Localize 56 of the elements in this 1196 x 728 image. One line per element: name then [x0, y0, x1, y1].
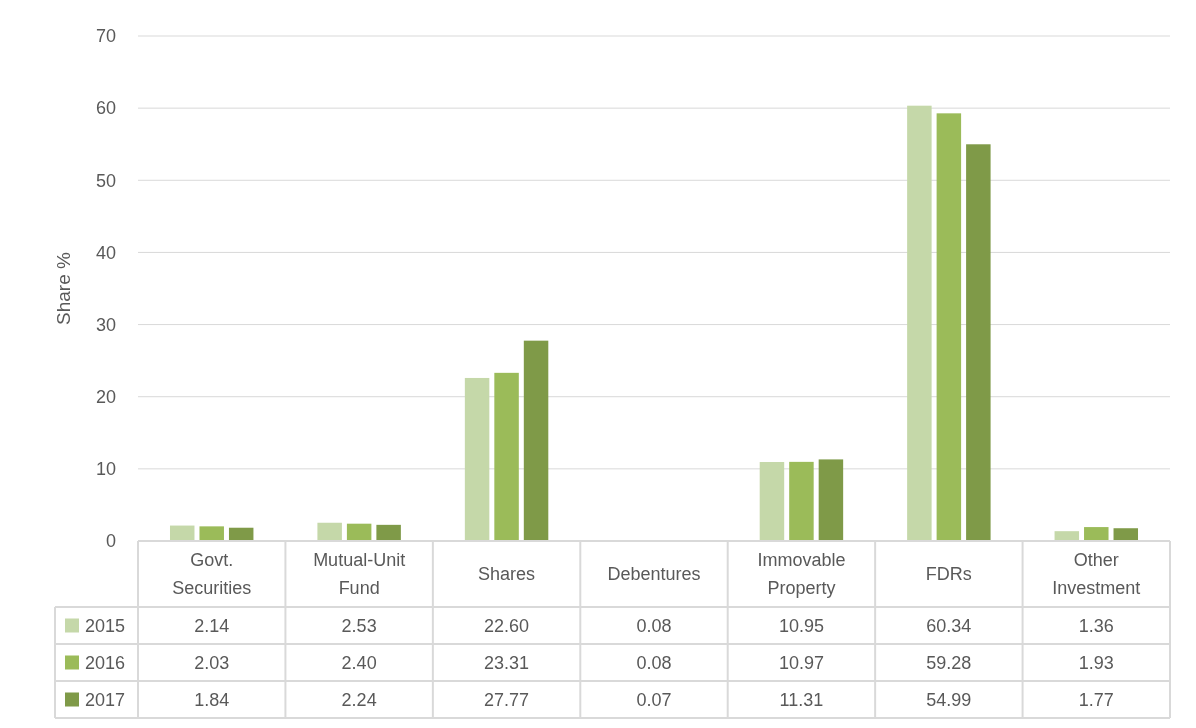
bar	[936, 113, 962, 541]
bar	[494, 372, 519, 541]
bar	[464, 377, 490, 541]
bar	[1054, 531, 1080, 541]
data-label: 0.08	[636, 652, 672, 673]
x-tick-label: FDRs	[925, 564, 972, 585]
x-tick-label: Other Investment	[1052, 550, 1141, 599]
legend-label: 2015	[85, 615, 126, 636]
y-tick-label: 70	[95, 26, 116, 47]
data-label: 1.93	[1078, 652, 1114, 673]
bar	[317, 522, 342, 541]
data-label: 1.84	[194, 689, 230, 710]
legend-label: 2016	[85, 652, 126, 673]
bar	[346, 523, 372, 541]
data-label: 2.53	[341, 615, 377, 636]
data-label: 0.08	[636, 615, 672, 636]
y-tick-label: 30	[95, 314, 116, 335]
data-label: 0.07	[636, 689, 672, 710]
data-label: 2.03	[194, 652, 230, 673]
data-label: 23.31	[484, 652, 530, 673]
y-tick-label: 60	[95, 98, 116, 119]
data-label: 22.60	[484, 615, 530, 636]
data-label: 11.31	[779, 689, 824, 710]
bar	[523, 340, 549, 541]
bar	[789, 461, 814, 541]
bar	[966, 144, 991, 541]
data-label: 59.28	[926, 652, 972, 673]
x-tick-label: Govt. Securities	[172, 550, 252, 599]
x-tick-label: Immovable Property	[757, 550, 846, 599]
data-label: 60.34	[926, 615, 972, 636]
x-tick-label: Debentures	[607, 564, 701, 585]
data-label: 27.77	[484, 689, 530, 710]
data-label: 10.95	[778, 615, 824, 636]
data-label: 54.99	[926, 689, 972, 710]
bar	[907, 105, 932, 541]
data-label: 2.40	[341, 652, 377, 673]
y-axis-title: Share %	[53, 251, 74, 325]
x-tick-label: Shares	[478, 564, 536, 585]
y-tick-label: 20	[95, 387, 116, 408]
x-tick-label: Mutual-Unit Fund	[313, 550, 406, 599]
y-tick-label: 10	[95, 459, 116, 480]
bar	[376, 524, 401, 541]
legend-label: 2017	[85, 689, 126, 710]
data-label: 2.14	[194, 615, 230, 636]
bar	[1113, 528, 1139, 541]
bar	[818, 459, 844, 541]
bar	[199, 526, 224, 541]
data-label: 1.36	[1078, 615, 1114, 636]
y-tick-label: 40	[95, 242, 116, 263]
data-label: 10.97	[778, 652, 824, 673]
data-label: 1.77	[1078, 689, 1114, 710]
data-label: 2.24	[341, 689, 377, 710]
y-tick-label: 50	[95, 170, 116, 191]
bar	[759, 462, 785, 541]
bar	[1084, 527, 1109, 541]
y-tick-label: 0	[105, 531, 116, 552]
